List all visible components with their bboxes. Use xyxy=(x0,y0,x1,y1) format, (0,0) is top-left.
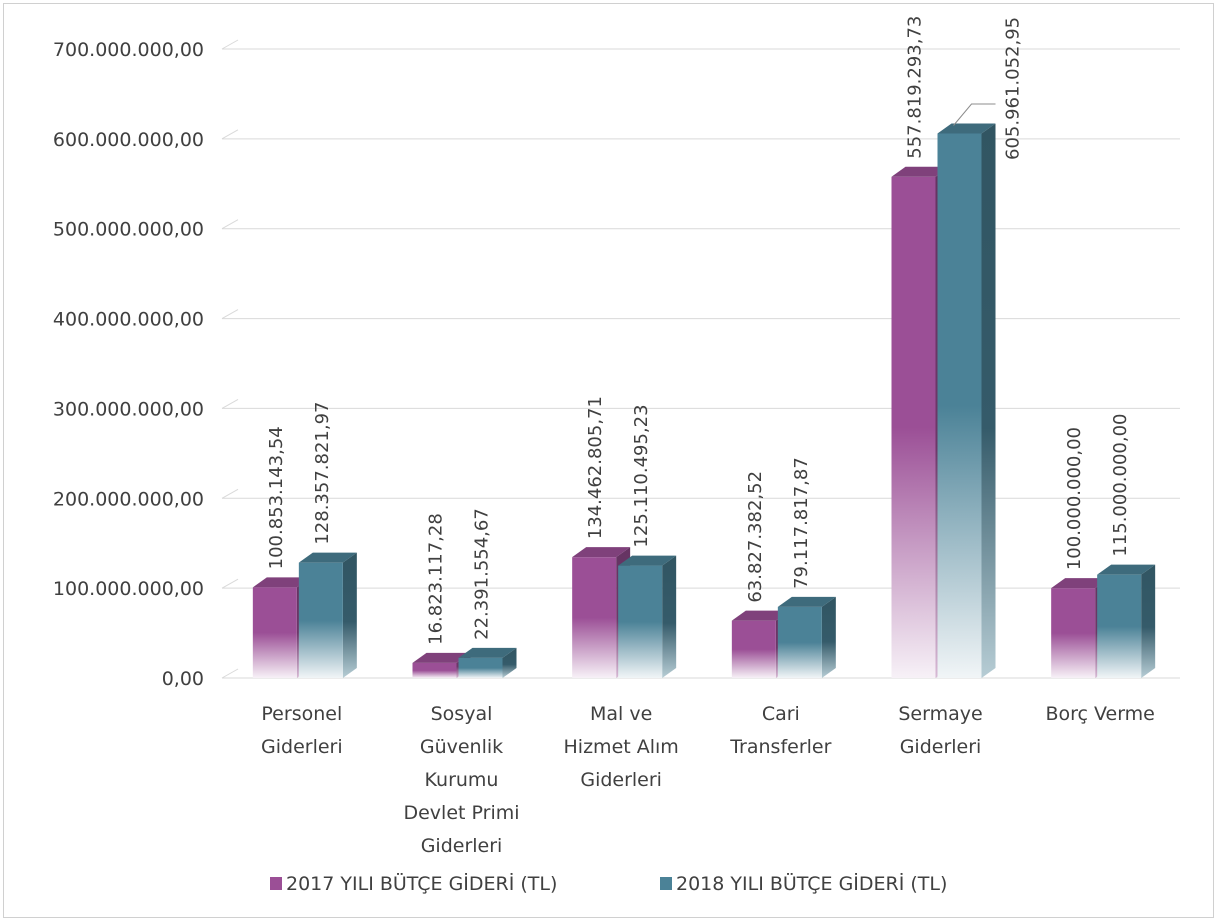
legend-swatch xyxy=(270,877,282,890)
bar-front xyxy=(937,133,982,678)
bar-side xyxy=(981,123,996,678)
bar-top xyxy=(731,610,790,621)
data-labels: 100.853.143,54 128.357.821,97 16.823.117,2… xyxy=(266,16,1131,645)
bar-top xyxy=(1097,564,1156,575)
gridline-depth xyxy=(221,488,239,499)
x-axis: Personel Giderleri Sosyal Güvenlik Kurumu Dev… xyxy=(261,703,1155,857)
bar-top xyxy=(1051,578,1110,589)
legend-label: 2018 YILI BÜTÇE GİDERİ (TL) xyxy=(676,872,947,895)
y-tick-label: 700.000.000,00 xyxy=(53,39,204,61)
bar-front xyxy=(777,606,822,678)
bar xyxy=(458,647,517,678)
leader-line xyxy=(953,103,996,126)
y-tick-label: 200.000.000,00 xyxy=(53,488,204,510)
x-tick-label: Mal ve xyxy=(590,703,652,725)
x-tick-label: Borç Verme xyxy=(1045,703,1154,725)
y-tick-label: 300.000.000,00 xyxy=(53,398,204,420)
data-label: 16.823.117,28 xyxy=(426,513,447,645)
bar-top xyxy=(572,547,631,558)
gridline-depth xyxy=(221,129,239,140)
x-tick-label: Giderleri xyxy=(261,736,343,758)
bar-front xyxy=(1097,574,1142,678)
gridline-depth xyxy=(221,398,239,409)
data-label: 100.853.143,54 xyxy=(266,426,287,569)
bar-front xyxy=(412,662,457,678)
bar xyxy=(937,123,996,678)
y-tick-label: 400.000.000,00 xyxy=(53,309,204,331)
legend-swatch xyxy=(660,877,672,890)
x-tick-label: Hizmet Alım xyxy=(564,736,679,758)
bar-top xyxy=(777,596,836,607)
gridline-depth xyxy=(221,39,239,50)
bar-top xyxy=(252,577,311,588)
data-label: 22.391.554,67 xyxy=(472,508,493,640)
y-tick-label: 0,00 xyxy=(162,668,204,690)
bar-side xyxy=(1141,564,1156,678)
bar-front xyxy=(618,565,663,678)
y-tick-label: 100.000.000,00 xyxy=(53,578,204,600)
gridline-depth xyxy=(221,578,239,589)
bar-front xyxy=(298,562,343,678)
y-tick-label: 600.000.000,00 xyxy=(53,129,204,151)
x-tick-label: Sosyal xyxy=(431,703,493,725)
data-label: 79.117.817,87 xyxy=(791,457,812,589)
bar xyxy=(618,555,677,678)
data-label: 128.357.821,97 xyxy=(312,402,333,545)
data-label: 125.110.495,23 xyxy=(631,404,652,547)
data-label: 63.827.382,52 xyxy=(745,471,766,603)
bar-side xyxy=(342,552,357,678)
y-tick-label: 500.000.000,00 xyxy=(53,219,204,241)
x-tick-label: Cari xyxy=(762,703,800,725)
bar-top xyxy=(298,552,357,563)
bar-top xyxy=(937,123,996,134)
gridline-depth xyxy=(221,668,239,679)
bar-front xyxy=(252,587,297,678)
data-label: 605.961.052,95 xyxy=(1003,17,1024,160)
bar-front xyxy=(891,176,936,678)
x-tick-label: Transferler xyxy=(729,736,831,758)
bar-top xyxy=(891,166,950,177)
bar-top xyxy=(412,652,471,663)
data-label: 115.000.000,00 xyxy=(1110,414,1131,557)
x-tick-label: Giderleri xyxy=(421,835,503,857)
x-tick-label: Kurumu xyxy=(425,769,499,791)
x-tick-label: Güvenlik xyxy=(420,736,503,758)
chart-frame xyxy=(3,3,1214,918)
x-tick-label: Giderleri xyxy=(580,769,662,791)
legend: 2017 YILI BÜTÇE GİDERİ (TL) 2018 YILI BÜT… xyxy=(270,872,947,895)
x-tick-label: Personel xyxy=(261,703,342,725)
bar-front xyxy=(731,620,776,678)
legend-label: 2017 YILI BÜTÇE GİDERİ (TL) xyxy=(286,872,557,895)
x-tick-label: Devlet Primi xyxy=(403,802,519,824)
bar xyxy=(298,552,357,678)
bar xyxy=(777,596,836,678)
data-label: 100.000.000,00 xyxy=(1064,427,1085,570)
bar xyxy=(1097,564,1156,678)
bar-top xyxy=(618,555,677,566)
gridline-depth xyxy=(221,219,239,230)
bar-front xyxy=(572,557,617,678)
bar-side xyxy=(662,555,677,678)
x-tick-label: Sermaye xyxy=(898,703,982,725)
y-axis: 0,00 100.000.000,00 200.000.000,00 300.000.… xyxy=(53,39,204,690)
bar-top xyxy=(458,647,517,658)
bar-side xyxy=(502,647,517,678)
gridlines xyxy=(221,39,1180,679)
data-label: 557.819.293,73 xyxy=(905,16,926,159)
x-tick-label: Giderleri xyxy=(900,736,982,758)
data-label: 134.462.805,71 xyxy=(585,396,606,539)
gridline-depth xyxy=(221,309,239,320)
bar-side xyxy=(821,596,836,678)
bars xyxy=(252,123,1156,678)
bar-front xyxy=(458,657,503,678)
bar-front xyxy=(1051,588,1096,678)
